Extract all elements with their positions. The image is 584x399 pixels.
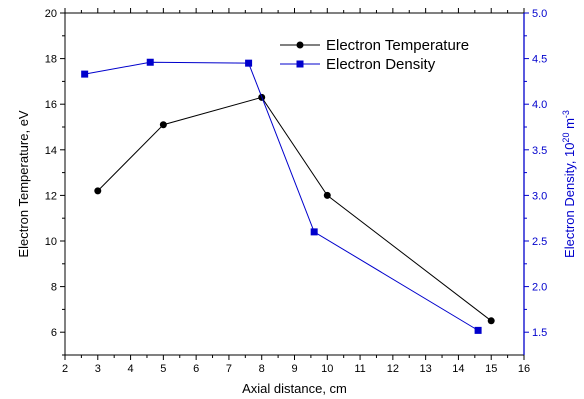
x-axis-title: Axial distance, cm bbox=[242, 381, 347, 396]
x-tick-label: 15 bbox=[485, 363, 497, 375]
x-tick-label: 12 bbox=[387, 363, 399, 375]
series-layer bbox=[81, 58, 495, 334]
right-y-axis-ticks: 1.5 2.0 2.5 3.0 3.5 4.0 4.5 5.0 bbox=[524, 8, 547, 339]
right-y-tick-label: 5.0 bbox=[532, 8, 547, 20]
right-y-tick-label: 1.5 bbox=[532, 327, 547, 339]
x-tick-label: 10 bbox=[321, 363, 333, 375]
x-tick-label: 13 bbox=[420, 363, 432, 375]
left-y-tick-label: 6 bbox=[51, 327, 57, 339]
left-y-tick-label: 16 bbox=[45, 99, 57, 111]
x-tick-label: 16 bbox=[518, 363, 530, 375]
temperature-point bbox=[159, 121, 167, 129]
left-y-tick-label: 20 bbox=[45, 8, 57, 20]
x-tick-label: 3 bbox=[95, 363, 101, 375]
temperature-point bbox=[94, 187, 102, 195]
left-y-tick-label: 10 bbox=[45, 236, 57, 248]
temperature-series-line bbox=[97, 96, 492, 322]
x-tick-label: 14 bbox=[452, 363, 464, 375]
legend: Electron Temperature Electron Density bbox=[280, 37, 469, 73]
x-tick-label: 2 bbox=[62, 363, 68, 375]
legend-density-label: Electron Density bbox=[326, 56, 436, 73]
legend-temperature-label: Electron Temperature bbox=[326, 37, 469, 54]
right-y-tick-label: 3.0 bbox=[532, 190, 547, 202]
legend-density-marker bbox=[296, 60, 304, 68]
x-tick-label: 4 bbox=[128, 363, 134, 375]
right-y-axis-title-unit: m bbox=[562, 118, 577, 132]
density-point bbox=[245, 59, 253, 67]
left-y-axis-title: Electron Temperature, eV bbox=[16, 110, 31, 257]
right-y-axis-title: Electron Density, 1020 m-3 bbox=[561, 110, 577, 258]
density-point bbox=[474, 326, 482, 334]
density-series-line bbox=[84, 61, 479, 331]
left-y-tick-label: 18 bbox=[45, 54, 57, 66]
x-axis-ticks: 2 3 4 5 6 7 8 9 10 11 12 13 14 15 16 bbox=[62, 8, 530, 375]
density-point bbox=[146, 58, 154, 66]
right-y-tick-label: 2.5 bbox=[532, 236, 547, 248]
right-y-axis-title-exponent-2: -3 bbox=[561, 110, 571, 118]
left-y-tick-label: 14 bbox=[45, 145, 57, 157]
legend-temperature-marker bbox=[296, 41, 304, 49]
right-y-tick-label: 2.0 bbox=[532, 282, 547, 294]
left-y-tick-label: 12 bbox=[45, 190, 57, 202]
x-tick-label: 6 bbox=[193, 363, 199, 375]
left-y-tick-label: 8 bbox=[51, 282, 57, 294]
right-y-axis-title-main: Electron Density, 10 bbox=[562, 143, 577, 258]
right-y-tick-label: 4.0 bbox=[532, 99, 547, 111]
density-point bbox=[81, 70, 89, 78]
temperature-point bbox=[323, 191, 331, 199]
x-tick-label: 11 bbox=[354, 363, 365, 375]
x-tick-label: 7 bbox=[226, 363, 232, 375]
right-y-axis-title-exponent-1: 20 bbox=[561, 133, 571, 143]
right-y-tick-label: 3.5 bbox=[532, 145, 547, 157]
density-point bbox=[310, 228, 318, 236]
x-tick-label: 9 bbox=[291, 363, 297, 375]
left-y-axis-ticks: 6 8 10 12 14 16 18 20 bbox=[45, 8, 65, 356]
temperature-point bbox=[487, 317, 495, 325]
x-tick-label: 8 bbox=[259, 363, 265, 375]
x-tick-label: 5 bbox=[160, 363, 166, 375]
right-y-tick-label: 4.5 bbox=[532, 54, 547, 66]
